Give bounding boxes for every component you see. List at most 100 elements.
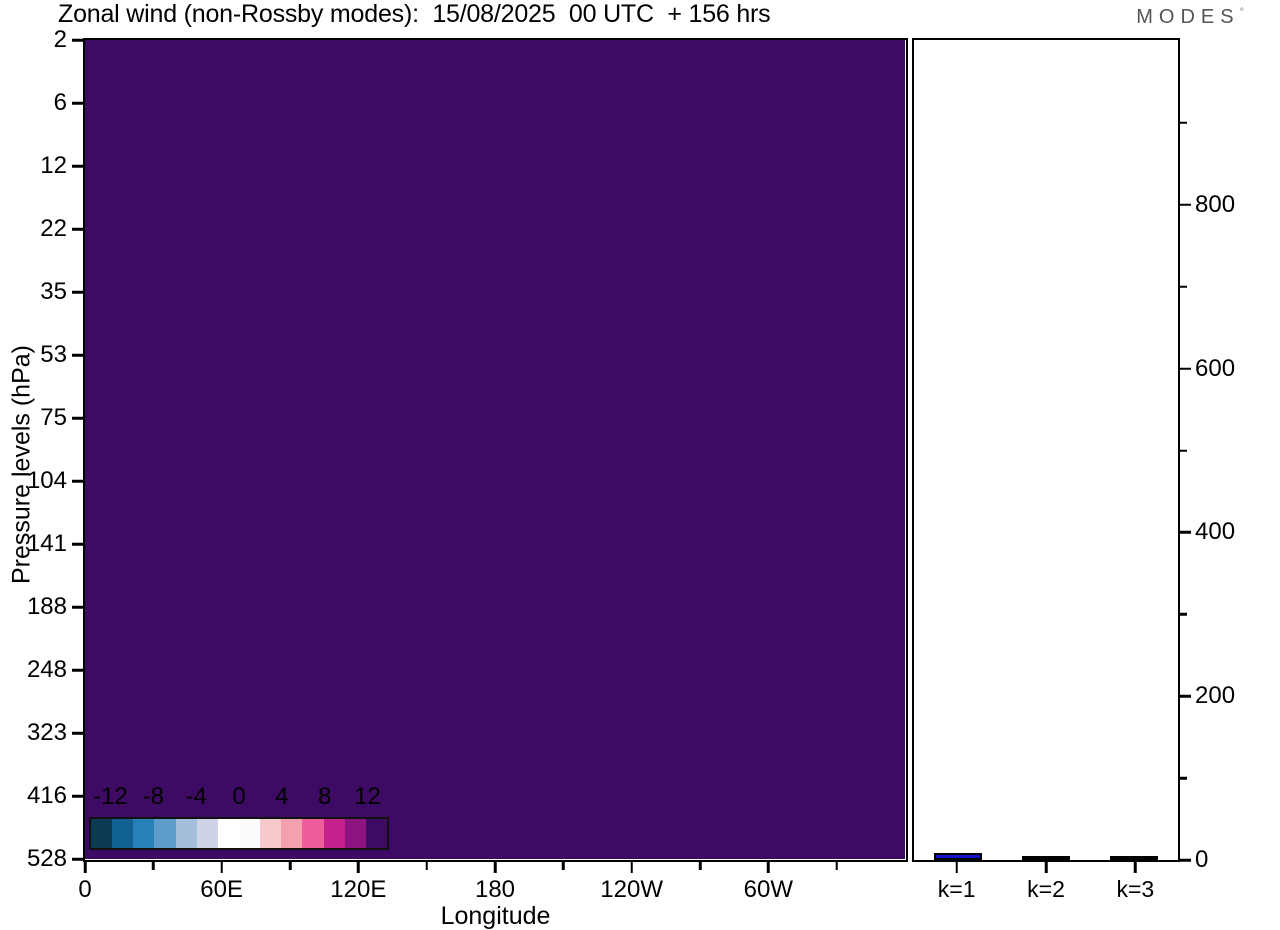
pressure-tick-label: 104 — [26, 467, 67, 494]
wavenumber-tick-mark — [1134, 862, 1137, 873]
energy-minor-tick-mark — [1178, 613, 1187, 616]
longitude-minor-tick-mark — [698, 862, 702, 870]
longitude-tick-label: 120E — [330, 876, 387, 903]
colorbar-swatch — [175, 819, 197, 848]
longitude-tick-mark — [630, 862, 633, 873]
colorbar-swatch — [217, 819, 239, 848]
longitude-tick-mark — [357, 862, 360, 873]
pressure-tick-label: 323 — [26, 719, 67, 746]
colorbar-swatch — [281, 819, 303, 848]
pressure-tick-mark — [72, 38, 83, 42]
pressure-tick-mark — [72, 290, 83, 294]
longitude-minor-tick-mark — [152, 862, 155, 870]
energy-tick-mark — [1178, 858, 1191, 862]
pressure-tick-mark — [72, 101, 83, 105]
wavenumber-tick-label: k=2 — [1027, 876, 1065, 902]
pressure-axis-title: Pressure levels (hPa) — [7, 345, 36, 584]
pressure-tick-mark — [72, 857, 83, 861]
energy-tick-label: 600 — [1195, 354, 1236, 382]
pressure-tick-mark — [72, 416, 83, 420]
longitude-tick-mark — [220, 862, 223, 873]
longitude-minor-tick-mark — [425, 862, 428, 870]
longitude-minor-tick-mark — [835, 862, 838, 870]
pressure-axis: 2 6 12 22 35 53 75 104 141 188 248 323 416 528 — [0, 0, 83, 930]
pressure-tick-label: 248 — [26, 656, 67, 683]
colorbar-tick-label: -4 — [185, 783, 207, 810]
longitude-axis-title: Longitude — [440, 902, 551, 930]
pressure-tick-label: 528 — [26, 845, 67, 872]
pressure-tick-mark — [72, 668, 83, 672]
energy-bar-cell — [1002, 40, 1090, 860]
colorbar-tick-labels: -12 -8 -4 0 4 8 12 — [89, 783, 389, 813]
colorbar-swatch — [323, 819, 345, 848]
energy-bar — [1110, 856, 1158, 860]
wavenumber-tick-label: k=3 — [1116, 876, 1155, 902]
colorbar-swatches — [89, 817, 389, 850]
figure-title: Zonal wind (non-Rossby modes): 15/08/202… — [58, 0, 771, 28]
colorbar-tick-label: 12 — [354, 783, 381, 810]
energy-minor-tick-mark — [1178, 121, 1187, 125]
pressure-tick-mark — [72, 731, 83, 735]
pressure-tick-label: 141 — [26, 530, 67, 557]
pressure-tick-mark — [72, 479, 83, 483]
colorbar-swatch — [365, 819, 387, 848]
pressure-tick-mark — [72, 605, 83, 609]
modes-logo-degree-icon: ° — [1239, 6, 1244, 19]
colorbar-tick-label: 0 — [232, 783, 246, 810]
energy-tick-label: 400 — [1195, 518, 1236, 546]
pressure-tick-label: 2 — [53, 26, 67, 53]
energy-tick-label: 200 — [1195, 682, 1236, 710]
wavenumber-tick-mark — [955, 862, 958, 873]
longitude-tick-mark — [767, 862, 770, 873]
energy-tick-mark — [1178, 367, 1191, 370]
pressure-tick-mark — [72, 164, 83, 168]
longitude-tick-mark — [83, 862, 87, 873]
energy-minor-tick-mark — [1178, 776, 1187, 780]
energy-bars — [914, 40, 1178, 860]
wavenumber-axis: k=1 k=2 k=3 — [912, 862, 1180, 922]
pressure-tick-label: 75 — [40, 404, 67, 431]
pressure-tick-mark — [72, 794, 83, 798]
contour-plot-panel — [83, 38, 908, 862]
wavenumber-tick-label: k=1 — [937, 876, 976, 902]
colorbar-swatch — [238, 819, 261, 848]
longitude-minor-tick-mark — [288, 862, 292, 870]
colorbar-swatch — [196, 819, 218, 848]
longitude-tick-label: 60E — [200, 876, 244, 903]
colorbar-tick-label: -12 — [93, 783, 128, 810]
energy-bar-cell — [1090, 40, 1178, 860]
pressure-tick-label: 22 — [40, 215, 67, 242]
energy-bar-cell — [914, 40, 1002, 860]
longitude-tick-label: 60W — [743, 876, 794, 903]
pressure-tick-label: 35 — [40, 278, 67, 305]
longitude-tick-mark — [493, 862, 497, 873]
colorbar-swatch — [91, 819, 113, 848]
pressure-tick-mark — [72, 353, 83, 357]
longitude-minor-tick-mark — [562, 862, 565, 870]
colorbar-swatch — [344, 819, 366, 848]
colorbar-swatch — [302, 819, 324, 848]
pressure-tick-label: 416 — [26, 782, 67, 809]
longitude-tick-label: 120W — [600, 876, 664, 903]
modes-logo: MODES° — [1136, 6, 1244, 29]
colorbar-tick-label: 4 — [275, 783, 289, 810]
energy-minor-tick-mark — [1178, 449, 1187, 452]
colorbar — [89, 817, 389, 850]
energy-tick-mark — [1178, 531, 1191, 534]
colorbar-swatch — [154, 819, 176, 848]
pressure-tick-label: 12 — [40, 152, 67, 179]
pressure-tick-label: 6 — [53, 89, 67, 116]
pressure-tick-mark — [72, 542, 83, 546]
energy-minor-tick-mark — [1178, 285, 1187, 288]
energy-tick-mark — [1178, 694, 1191, 698]
longitude-tick-label: 180 — [474, 876, 516, 903]
pressure-tick-label: 188 — [26, 593, 67, 620]
longitude-axis: 0 60E 120E 180 120W 60W — [0, 862, 1280, 930]
colorbar-swatch — [133, 819, 155, 848]
energy-axis: 0 200 400 600 800 — [1178, 0, 1280, 930]
contour-plot-canvas — [85, 40, 905, 859]
pressure-tick-mark — [72, 227, 83, 231]
energy-bar — [934, 853, 982, 860]
pressure-tick-label: 53 — [40, 341, 67, 368]
